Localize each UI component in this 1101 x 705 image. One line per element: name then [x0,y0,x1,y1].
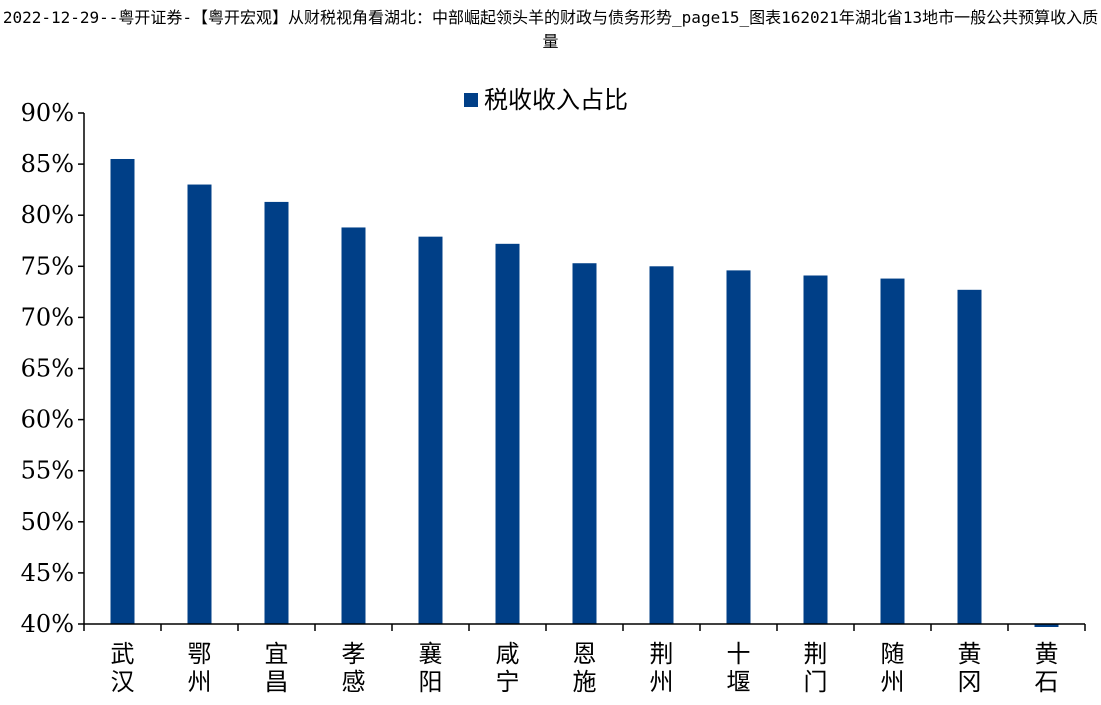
y-tick-label: 65% [21,355,74,383]
bar [649,266,674,624]
x-tick-label: 十 [727,640,751,668]
x-tick-label: 宜 [265,640,289,668]
x-tick-label: 黄 [958,640,982,668]
bar [264,201,289,624]
bar [341,227,366,625]
bar [572,263,597,624]
chart-title: 2022-12-29--粤开证券-【粤开宏观】从财税视角看湖北：中部崛起领头羊的… [2,8,1099,51]
x-tick-label: 荆 [804,640,828,668]
x-tick-label: 堰 [727,668,751,696]
y-axis: 40% 45% 50% 55% 60% 65% 70% 75% 80% 85% 90% [21,99,85,638]
x-tick-label: 襄 [419,640,443,668]
legend-swatch [464,93,478,107]
y-tick-label: 80% [21,201,74,229]
x-tick-label: 随 [881,640,905,668]
legend-label: 税收收入占比 [484,86,628,114]
x-tick-label: 州 [650,668,674,696]
bar [880,278,905,624]
x-tick-label: 冈 [958,668,982,696]
bar [110,158,135,625]
y-tick-label: 50% [21,508,74,536]
bar [726,270,751,624]
x-tick-label: 门 [804,668,828,696]
y-tick-label: 85% [21,150,74,178]
x-tick-label: 武 [111,640,135,668]
y-tick-label: 45% [21,559,74,587]
bar [495,243,520,625]
x-tick-label: 荆 [650,640,674,668]
x-tick-label: 恩 [573,640,597,668]
x-tick-label: 施 [573,668,597,696]
x-tick-label: 咸 [496,640,520,668]
x-tick-label: 宁 [496,668,520,696]
x-tick-label: 昌 [265,668,289,696]
x-tick-label: 阳 [419,668,443,696]
x-tick-label: 孝 [342,640,366,668]
bar [418,236,443,625]
legend: 税收收入占比 [464,86,628,114]
x-tick-label: 州 [188,668,212,696]
x-tick-label: 州 [881,668,905,696]
x-tick-label: 汉 [111,668,135,696]
y-tick-label: 55% [21,457,74,485]
y-tick-label: 60% [21,406,74,434]
bar [957,289,982,624]
x-tick-label: 石 [1035,668,1059,696]
y-tick-label: 70% [21,303,74,331]
x-tick-label: 感 [342,668,366,696]
y-tick-label: 40% [21,610,74,638]
x-tick-label: 鄂 [188,640,212,668]
bar [187,184,212,625]
bar [803,275,828,624]
x-tick-label: 黄 [1035,640,1059,668]
y-tick-label: 75% [21,252,74,280]
bar [1034,624,1059,627]
y-tick-label: 90% [21,99,74,127]
bars [110,158,1059,627]
